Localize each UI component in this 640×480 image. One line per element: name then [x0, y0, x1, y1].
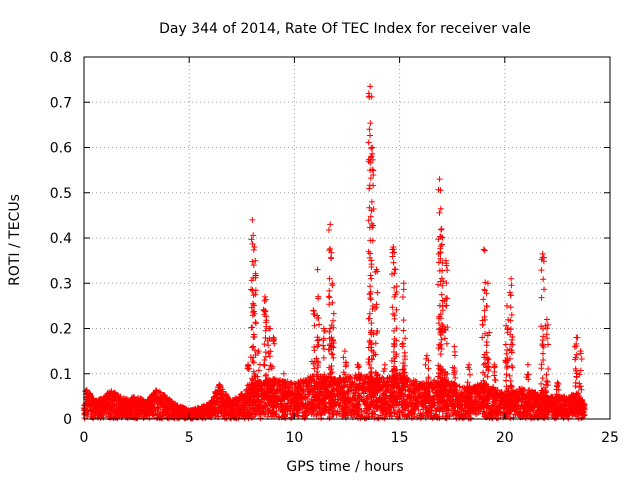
data-point [155, 404, 162, 411]
data-point [165, 415, 172, 422]
grid [84, 57, 610, 419]
data-points [81, 83, 588, 422]
data-point [257, 415, 264, 422]
data-point [248, 414, 255, 421]
data-point [300, 387, 307, 394]
data-point [224, 393, 231, 400]
data-point [168, 398, 175, 405]
data-point [310, 411, 317, 418]
data-point [146, 415, 153, 422]
data-point [304, 395, 311, 402]
data-point [242, 404, 249, 411]
chart-title: Day 344 of 2014, Rate Of TEC Index for r… [159, 21, 531, 37]
data-point [150, 411, 157, 418]
data-point [259, 399, 266, 406]
data-point [307, 376, 314, 383]
data-point [262, 411, 269, 418]
data-point [117, 393, 124, 400]
data-point [235, 415, 242, 422]
data-point [223, 392, 230, 399]
data-point [84, 411, 91, 418]
